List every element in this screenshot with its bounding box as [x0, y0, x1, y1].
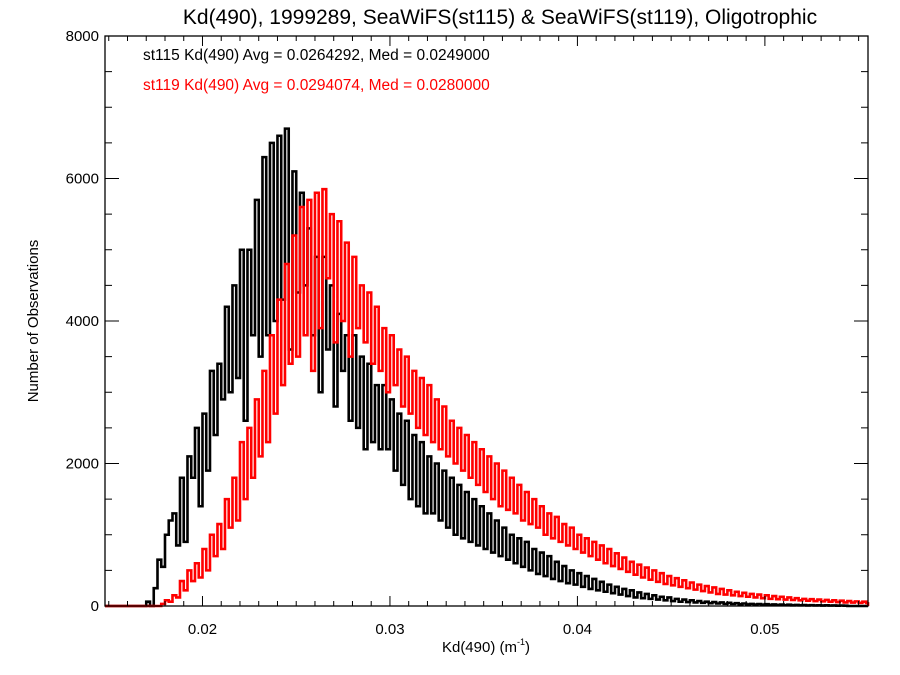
bin-st115: [514, 563, 518, 606]
bin-st119: [679, 587, 683, 606]
series-st115: [105, 127, 868, 608]
bin-st115: [356, 428, 360, 606]
bin-st119: [656, 582, 660, 606]
bin-st115: [469, 542, 473, 606]
bin-st115: [604, 592, 608, 606]
series-layer: [105, 127, 870, 608]
bin-st119: [221, 549, 225, 606]
bin-st115: [289, 350, 293, 607]
bin-st115: [446, 528, 450, 606]
bin-st115: [379, 449, 383, 606]
bin-st115: [484, 549, 488, 606]
bin-st115: [416, 506, 420, 606]
x-axis-label: Kd(490) (m-1): [442, 637, 530, 656]
y-tick-label: 8000: [66, 28, 99, 45]
bin-st115: [626, 596, 630, 606]
bin-st119: [214, 556, 218, 606]
bin-st119: [671, 585, 675, 606]
bin-st119: [664, 584, 668, 606]
bin-st115: [476, 545, 480, 606]
x-axis-label-main: Kd(490) (m: [442, 639, 517, 656]
bin-st119: [206, 570, 210, 606]
bin-st119: [236, 521, 240, 607]
legend-entry-st115: st115 Kd(490) Avg = 0.0264292, Med = 0.0…: [143, 47, 490, 64]
bin-st115: [544, 576, 548, 606]
bin-st115: [499, 556, 503, 606]
bin-st115: [551, 579, 555, 606]
bin-st115: [536, 574, 540, 606]
bin-st115: [401, 485, 405, 606]
legend-entry-st119: st119 Kd(490) Avg = 0.0294074, Med = 0.0…: [143, 77, 490, 94]
bin-st115: [566, 583, 570, 606]
bin-st119: [259, 456, 263, 606]
bin-st119: [229, 528, 233, 606]
bin-st115: [574, 585, 578, 606]
bin-st119: [296, 357, 300, 606]
bin-st119: [311, 371, 315, 606]
bin-st119: [266, 442, 270, 606]
bin-st115: [319, 392, 323, 606]
bin-st115: [619, 595, 623, 606]
bin-st115: [439, 521, 443, 607]
bin-st115: [559, 581, 563, 606]
bin-st115: [191, 478, 195, 606]
bin-st119: [289, 364, 293, 606]
bin-st115: [454, 535, 458, 606]
bin-st115: [386, 449, 390, 606]
bin-st115: [424, 513, 428, 606]
bin-st115: [611, 593, 615, 606]
series-line-st119: [105, 187, 870, 608]
bin-st115: [334, 407, 338, 607]
bin-st115: [341, 371, 345, 606]
y-tick-label: 4000: [66, 313, 99, 330]
x-tick-label: 0.02: [188, 621, 217, 638]
bin-st115: [311, 335, 315, 606]
bin-st115: [529, 570, 533, 606]
x-tick-label: 0.04: [563, 621, 592, 638]
bin-st115: [214, 435, 218, 606]
bin-st115: [596, 590, 600, 606]
bin-st119: [274, 414, 278, 606]
bin-st115: [506, 560, 510, 606]
bin-st115: [461, 538, 465, 606]
bin-st115: [394, 471, 398, 606]
bin-st115: [364, 449, 368, 606]
series-st119: [105, 187, 870, 608]
y-axis-label: Number of Observations: [25, 240, 42, 403]
ticks-layer: 0.02 0.03 0.04 0.05 0 2000 4000 6000 8000: [66, 28, 868, 638]
x-axis-label-close: ): [525, 639, 530, 656]
series-line-st115: [105, 127, 868, 608]
bin-st115: [521, 567, 525, 606]
bin-st119: [304, 335, 308, 606]
y-tick-label: 2000: [66, 456, 99, 473]
y-tick-label: 6000: [66, 171, 99, 188]
bin-st119: [199, 578, 203, 607]
bin-st115: [491, 553, 495, 606]
bin-st115: [349, 421, 353, 606]
bin-st115: [431, 513, 435, 606]
x-tick-label: 0.03: [375, 621, 404, 638]
bin-st119: [191, 581, 195, 606]
bin-st119: [184, 590, 188, 606]
x-tick-label: 0.05: [750, 621, 779, 638]
bin-st119: [244, 499, 248, 606]
bin-st115: [326, 350, 330, 607]
bin-st115: [409, 499, 413, 606]
chart-title: Kd(490), 1999289, SeaWiFS(st115) & SeaWi…: [183, 6, 817, 29]
bin-st115: [589, 589, 593, 606]
bin-st115: [371, 442, 375, 606]
bin-st119: [251, 478, 255, 606]
y-tick-label: 0: [91, 598, 99, 615]
bin-st115: [581, 587, 585, 606]
bin-st119: [281, 385, 285, 606]
x-axis-label-sup: -1: [517, 637, 525, 647]
